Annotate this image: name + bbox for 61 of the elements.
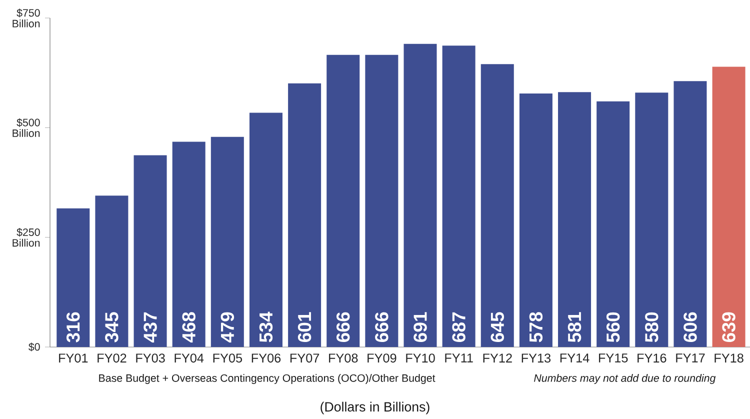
data-label: 687 [452, 312, 466, 342]
bar [365, 54, 398, 347]
data-label: 580 [645, 312, 658, 342]
x-tick-label: FY17 [676, 354, 705, 362]
bar [558, 92, 592, 347]
data-label: 345 [105, 312, 118, 342]
x-tick-label: FY06 [252, 354, 281, 363]
bar [712, 66, 746, 347]
x-tick-label: FY01 [59, 354, 88, 363]
bar [326, 54, 360, 347]
x-tick-label: FY14 [560, 354, 590, 362]
data-label: 639 [722, 312, 736, 342]
bar [674, 81, 707, 347]
y-tick-label: $750 Billion [12, 8, 40, 28]
x-tick-label: FY02 [98, 354, 126, 363]
data-label: 581 [568, 312, 582, 342]
text: Numbers may not add due to rounding [534, 374, 716, 384]
bar [249, 112, 282, 347]
bar [210, 136, 244, 347]
x-tick-label: FY03 [136, 354, 165, 363]
bar [134, 155, 167, 347]
bar [404, 44, 437, 347]
x-tick-label: FY09 [368, 354, 396, 363]
data-label: 691 [414, 312, 427, 342]
x-tick-label: FY11 [445, 354, 473, 362]
x-tick-label: FY10 [406, 354, 435, 363]
data-label: 666 [375, 312, 388, 342]
bar [288, 83, 322, 347]
data-label: 666 [336, 312, 350, 342]
data-label: 606 [684, 312, 697, 342]
bar [635, 92, 668, 347]
bar [596, 101, 630, 347]
data-label: 316 [66, 312, 80, 342]
text: (Dollars in Billions) [320, 402, 430, 414]
data-label: 578 [529, 312, 543, 342]
bar [56, 208, 90, 347]
data-label: 601 [298, 312, 312, 342]
x-tick-label: FY07 [290, 354, 320, 363]
x-tick-label: FY13 [522, 354, 551, 363]
x-tick-label: FY05 [213, 354, 242, 363]
x-tick-label: FY04 [174, 354, 204, 363]
x-tick-label: FY18 [714, 354, 744, 363]
x-tick-label: FY12 [483, 354, 512, 362]
bar [95, 196, 128, 347]
y-tick-label: $250 Billion [12, 228, 40, 247]
data-label: 645 [490, 312, 504, 342]
data-label: 468 [182, 312, 196, 342]
data-label: 479 [220, 312, 234, 342]
bar [480, 64, 514, 347]
data-label: 437 [144, 312, 157, 342]
x-tick-label: FY08 [329, 354, 358, 363]
x-tick-label: FY16 [638, 354, 666, 363]
text: Base Budget + Overseas Contingency Operations (OCO)/Other Budget [99, 374, 436, 384]
x-tick-label: FY15 [598, 354, 628, 362]
y-tick-label: $0 [28, 342, 40, 352]
bar [519, 93, 552, 347]
data-label: 534 [259, 312, 273, 342]
y-tick-label: $500 Billion [12, 118, 40, 138]
bar [442, 46, 476, 347]
bar [172, 142, 206, 347]
data-label: 560 [606, 312, 620, 342]
